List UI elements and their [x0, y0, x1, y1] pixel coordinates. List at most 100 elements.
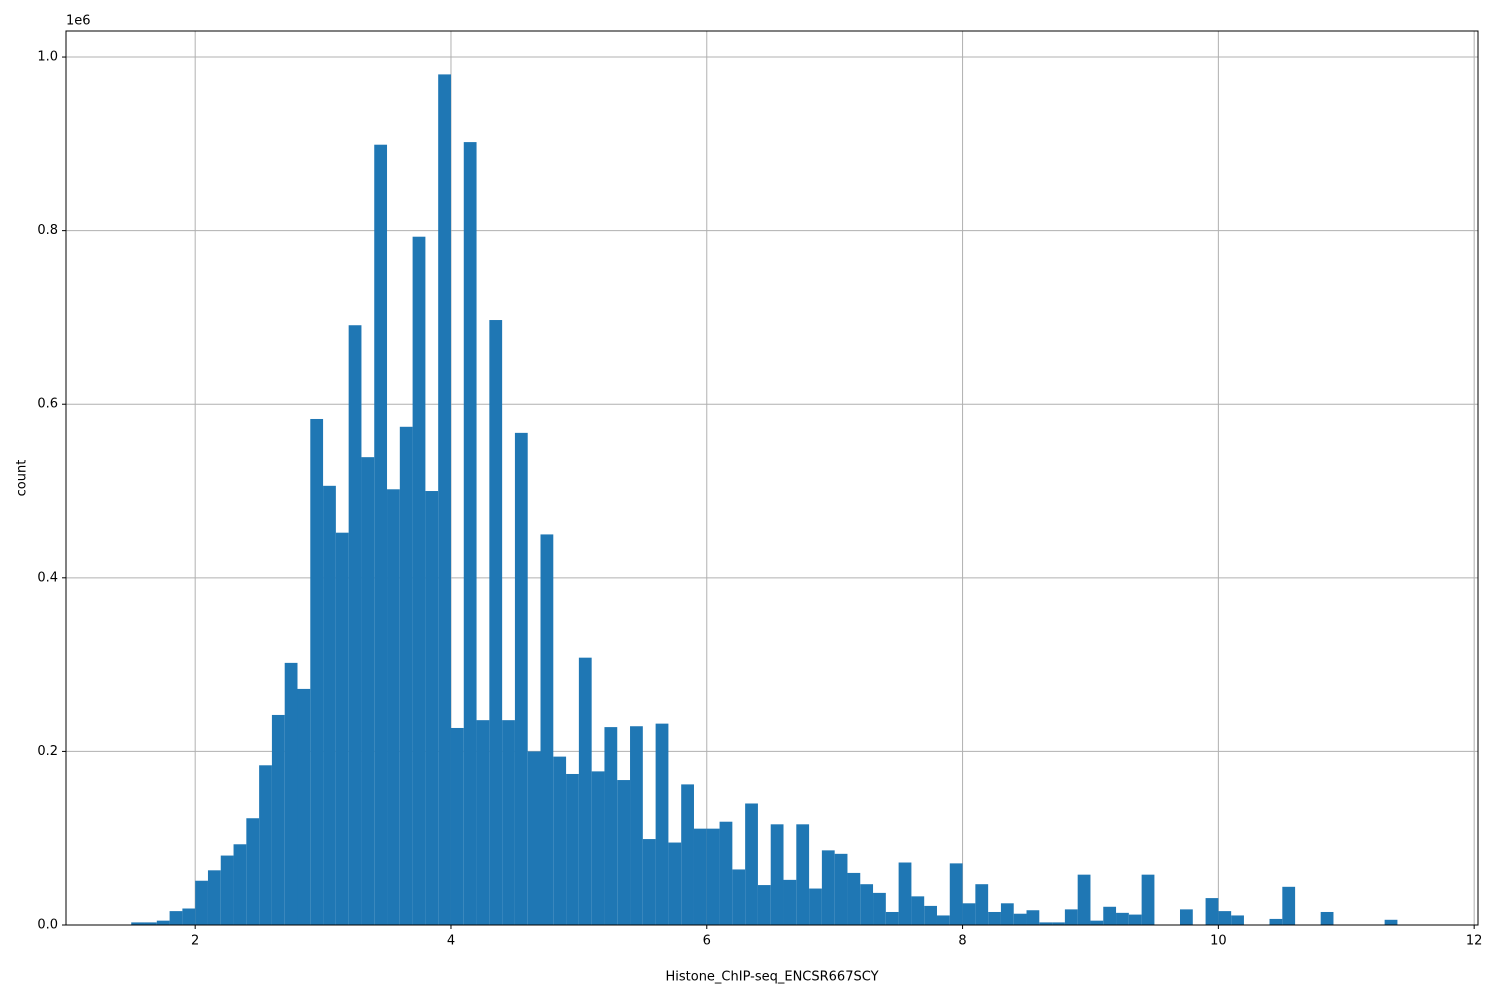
bar [144, 922, 157, 925]
bar [936, 915, 950, 925]
bar [783, 879, 797, 925]
bar [195, 880, 208, 925]
bar [1116, 912, 1129, 925]
bar [809, 888, 822, 925]
bar [1077, 874, 1091, 925]
bar [387, 489, 400, 925]
bar [1064, 909, 1078, 925]
bar [553, 756, 567, 925]
bar [463, 142, 477, 926]
bar [1320, 911, 1334, 925]
bar [719, 821, 733, 925]
bar [668, 842, 682, 925]
bar [745, 803, 758, 925]
bar [949, 863, 963, 925]
x-axis-label: Histone_ChIP-seq_ENCSR667SCY [665, 970, 878, 985]
bar [514, 432, 528, 925]
bar [1179, 909, 1193, 925]
bar [642, 839, 656, 925]
x-tick-label: 6 [703, 934, 711, 949]
bar [450, 727, 464, 925]
bar [885, 911, 899, 925]
bar [591, 771, 605, 925]
bar [246, 818, 260, 925]
bar [1141, 874, 1155, 925]
bar [732, 869, 746, 925]
bar [604, 727, 618, 925]
y-tick-label: 0.4 [37, 570, 58, 585]
bar [681, 784, 694, 925]
bar [566, 773, 579, 925]
y-axis-label: count [15, 460, 30, 497]
bar [502, 720, 515, 925]
bar [361, 457, 375, 925]
bar [207, 870, 221, 925]
bar [1128, 914, 1142, 925]
bar [860, 884, 874, 925]
bar [489, 320, 503, 925]
x-tick-label: 2 [191, 934, 199, 949]
y-tick-label: 0.8 [37, 223, 58, 238]
bar [412, 236, 426, 926]
bar [1231, 915, 1244, 925]
bar [438, 74, 451, 925]
bar [655, 723, 669, 925]
y-tick-label: 0.6 [37, 397, 58, 412]
bar [924, 905, 937, 925]
bar [834, 853, 848, 925]
bar [131, 922, 145, 925]
bar [1026, 910, 1040, 925]
bar [693, 828, 707, 925]
y-tick-label: 0.0 [37, 918, 58, 933]
x-tick-label: 10 [1210, 934, 1227, 949]
bar [425, 491, 439, 925]
bar [962, 903, 976, 925]
bar [847, 872, 861, 925]
bars [131, 74, 1398, 926]
bar [1013, 913, 1027, 925]
bar [220, 855, 234, 925]
bar [1039, 922, 1053, 925]
x-tick-label: 12 [1466, 934, 1483, 949]
bar [476, 720, 490, 925]
bar [323, 485, 336, 925]
bar [156, 920, 170, 925]
bar [1218, 911, 1232, 925]
bar [297, 688, 311, 925]
bar [796, 824, 810, 925]
y-offset-label: 1e6 [66, 14, 91, 29]
bar [757, 885, 771, 925]
bar [271, 714, 285, 925]
bar [348, 325, 362, 925]
x-tick-label: 8 [958, 934, 966, 949]
bar [873, 892, 886, 925]
bar [706, 828, 720, 925]
bar [975, 884, 989, 925]
frame [65, 30, 1479, 926]
bar [182, 908, 196, 925]
bar [310, 418, 324, 925]
bar [1090, 920, 1104, 925]
bar [284, 662, 298, 925]
bar [911, 896, 925, 925]
bar [1000, 903, 1014, 925]
y-tick-label: 0.2 [37, 744, 58, 759]
bar [527, 751, 541, 925]
bar [1205, 898, 1219, 925]
bar [540, 534, 554, 925]
bar [1103, 906, 1117, 925]
bar [630, 726, 643, 925]
bar [335, 532, 349, 925]
bar [169, 911, 183, 925]
bar [1384, 919, 1398, 925]
bar [1052, 922, 1065, 925]
bar [821, 850, 835, 925]
bar [1282, 886, 1296, 925]
bar [898, 862, 912, 925]
bar [374, 144, 388, 926]
bar [617, 780, 631, 925]
x-tick-label: 4 [447, 934, 455, 949]
bar [1269, 918, 1283, 925]
bar [233, 844, 247, 925]
